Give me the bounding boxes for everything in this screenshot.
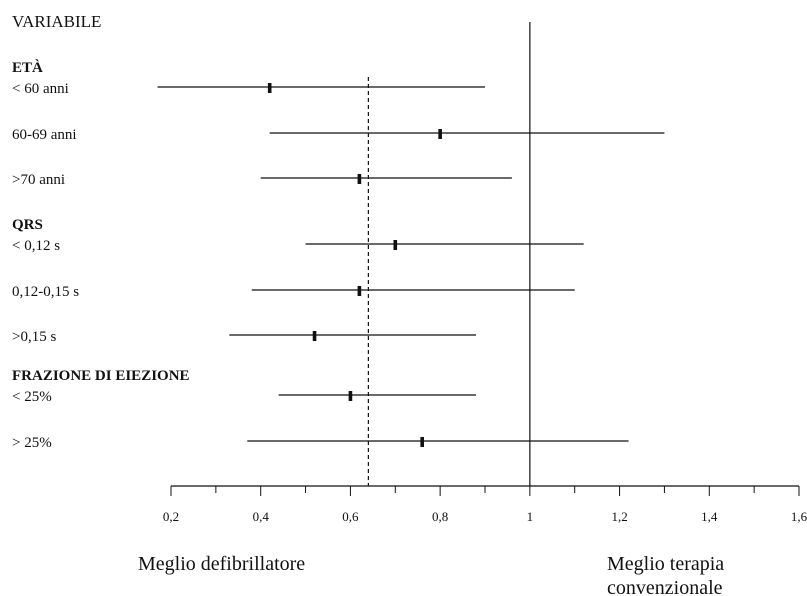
- group-title: QRS: [12, 217, 43, 233]
- right-note-line-1: Meglio terapia: [607, 553, 724, 575]
- group-title: ETÀ: [12, 59, 43, 76]
- row-label: >0,15 s: [12, 329, 56, 345]
- row-label: < 60 anni: [12, 81, 69, 97]
- tick-label: 0,2: [163, 509, 179, 524]
- point-estimate: [393, 240, 398, 250]
- column-header: VARIABILE: [12, 12, 101, 31]
- point-estimate: [267, 83, 272, 93]
- point-estimate: [312, 331, 317, 341]
- tick-label: 1,6: [791, 509, 807, 524]
- right-note-line-2: convenzionale: [607, 577, 723, 596]
- tick-label: 1,4: [701, 509, 718, 524]
- tick-label: 0,8: [432, 509, 448, 524]
- forest-rows: ETÀ < 60 anni 60-69 anni >70 anni QRS < 0,12 …: [12, 59, 665, 451]
- row-label: < 0,12 s: [12, 238, 60, 254]
- tick-label: 0,4: [253, 509, 270, 524]
- x-axis: 0,2 0,4 0,6 0,8 1 1,2 1,4 1,6: [163, 485, 807, 524]
- row-label: < 25%: [12, 389, 52, 405]
- point-estimate: [348, 391, 353, 401]
- tick-label: 1,2: [611, 509, 627, 524]
- group-title: FRAZIONE DI EIEZIONE: [12, 368, 190, 384]
- row-label: > 25%: [12, 435, 52, 451]
- point-estimate: [357, 174, 362, 184]
- row-label: 0,12-0,15 s: [12, 284, 79, 300]
- tick-label: 1: [527, 509, 534, 524]
- tick-label: 0,6: [342, 509, 359, 524]
- point-estimate: [420, 437, 424, 447]
- point-estimate: [438, 129, 442, 139]
- left-note: Meglio defibrillatore: [138, 553, 305, 575]
- point-estimate: [357, 286, 362, 296]
- row-label: >70 anni: [12, 172, 65, 188]
- row-label: 60-69 anni: [12, 127, 77, 143]
